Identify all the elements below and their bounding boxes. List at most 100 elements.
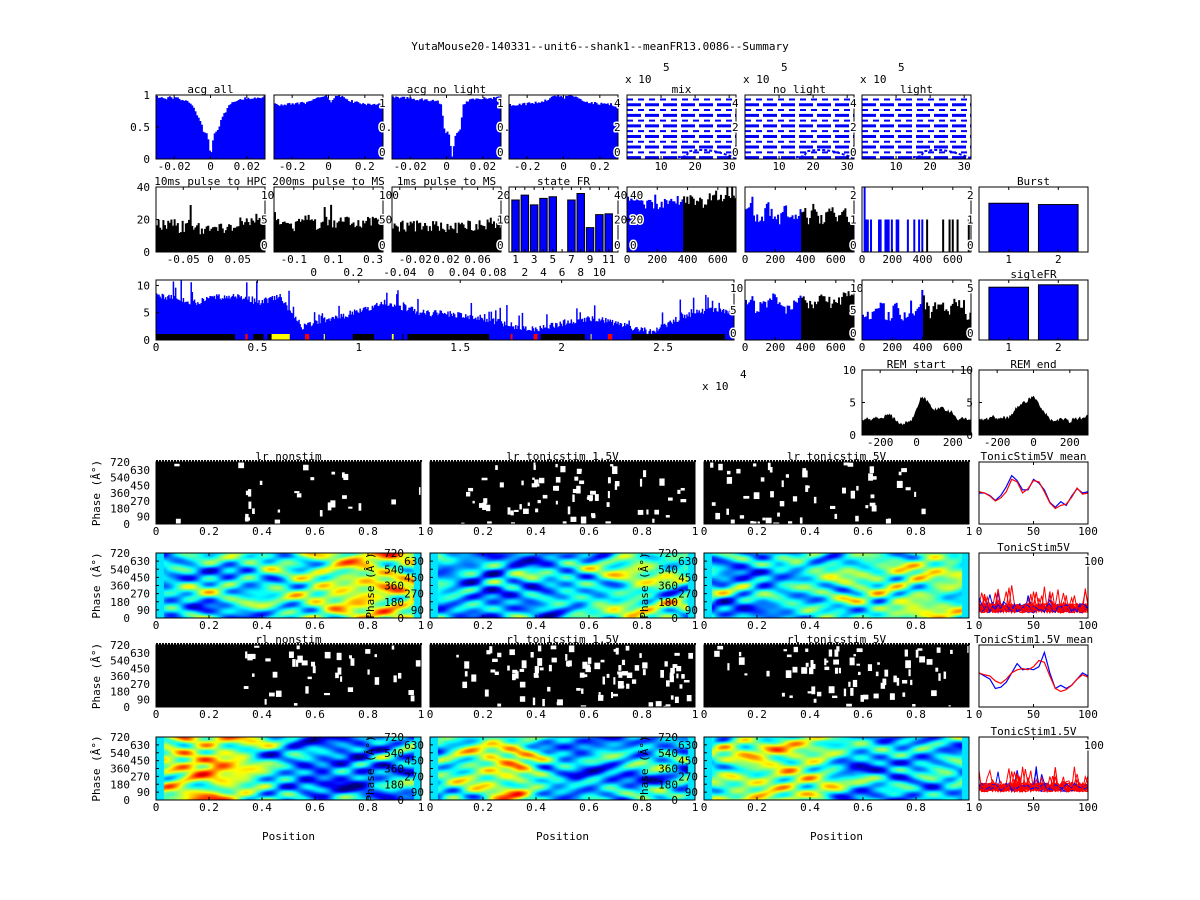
hist-bar bbox=[461, 317, 464, 340]
raster-spike bbox=[433, 460, 435, 462]
raster-gap bbox=[828, 649, 833, 657]
hist-bar bbox=[342, 97, 345, 159]
raster-spike bbox=[926, 643, 928, 645]
hist-bar bbox=[488, 98, 491, 159]
panel-title: TonicStim1.5V bbox=[990, 725, 1076, 738]
raster-spike bbox=[821, 643, 823, 645]
x-tick-label: 0.08 bbox=[480, 266, 507, 279]
y-tick-label: 270 bbox=[678, 588, 698, 601]
raster-spike bbox=[755, 643, 757, 645]
hist-bar bbox=[710, 307, 713, 340]
raster-spike bbox=[634, 643, 636, 645]
hist-bar bbox=[282, 105, 285, 159]
x-tick-label: 0 bbox=[427, 619, 434, 632]
hist-bar bbox=[596, 320, 598, 340]
hist-bar bbox=[391, 306, 394, 340]
raster-spike bbox=[896, 460, 898, 462]
x-tick-label: 30 bbox=[958, 160, 971, 173]
raster-gap bbox=[643, 470, 647, 478]
raster-gap bbox=[834, 513, 838, 519]
raster-gap bbox=[824, 666, 830, 671]
y-tick-label: 0 bbox=[397, 794, 404, 807]
raster-spike bbox=[664, 643, 666, 645]
hist-bar bbox=[512, 105, 515, 159]
hist-bar bbox=[767, 202, 770, 252]
hist-bar bbox=[762, 301, 765, 340]
raster-gap bbox=[297, 655, 303, 663]
raster-gap bbox=[870, 476, 877, 480]
hist-bar bbox=[244, 222, 247, 252]
x-tick-label: 0.8 bbox=[632, 708, 652, 721]
hist-bar bbox=[557, 95, 560, 159]
hist-bar bbox=[509, 103, 512, 159]
raster-spike bbox=[580, 643, 582, 645]
raster-spike bbox=[445, 460, 447, 462]
raster-spike bbox=[710, 643, 712, 645]
raster-gap bbox=[807, 691, 814, 694]
hist-bar bbox=[194, 111, 197, 159]
raster-spike bbox=[318, 643, 320, 645]
hist-bar bbox=[526, 102, 529, 159]
x-tick-label: -0.2 bbox=[514, 160, 541, 173]
heatmap-image bbox=[704, 737, 969, 800]
raster-gap bbox=[468, 487, 474, 492]
raster-spike bbox=[962, 643, 964, 645]
hist-bar bbox=[689, 316, 692, 340]
hist-bar bbox=[457, 222, 460, 252]
raster-gap bbox=[762, 517, 766, 521]
hist-bar bbox=[456, 317, 458, 340]
raster-gap bbox=[711, 502, 716, 506]
hist-bar bbox=[932, 306, 935, 340]
hist-bar bbox=[810, 304, 813, 340]
hist-bar bbox=[918, 219, 921, 252]
raster-spike bbox=[890, 460, 892, 462]
raster-gap bbox=[615, 647, 619, 655]
hist-bar bbox=[412, 310, 415, 340]
hist-bar bbox=[278, 224, 281, 252]
hist-bar bbox=[697, 312, 699, 340]
x-tick-label: 0 bbox=[701, 525, 708, 538]
x-tick-label: 7 bbox=[568, 253, 575, 266]
raster-gap bbox=[813, 496, 817, 504]
raster-gap bbox=[238, 462, 245, 469]
hist-bar bbox=[959, 307, 962, 340]
x-tick-label: 0.8 bbox=[906, 801, 926, 814]
raster-gap bbox=[626, 672, 633, 679]
raster-spike bbox=[490, 643, 492, 645]
hist-bar bbox=[748, 302, 751, 340]
hist-bar bbox=[371, 104, 374, 159]
hist-bar bbox=[401, 220, 404, 252]
hist-bar bbox=[582, 321, 585, 340]
x-tick-label: 0 bbox=[153, 801, 160, 814]
hist-bar bbox=[339, 318, 341, 340]
raster-spike bbox=[390, 460, 392, 462]
raster-spike bbox=[210, 643, 212, 645]
raster-gap bbox=[598, 694, 604, 701]
x-tick-label: -0.05 bbox=[167, 253, 200, 266]
raster-spike bbox=[860, 460, 862, 462]
hist-bar bbox=[334, 95, 337, 159]
hist-bar bbox=[433, 310, 436, 340]
hist-bar bbox=[698, 310, 700, 340]
raster-spike bbox=[667, 643, 669, 645]
hist-bar bbox=[293, 318, 296, 340]
hist-bar bbox=[159, 97, 162, 159]
panel-title: lr tonicstim 5V bbox=[787, 450, 887, 463]
hist-bar bbox=[373, 103, 376, 159]
bar bbox=[548, 196, 558, 252]
panel-title: light bbox=[900, 83, 933, 96]
hist-bar bbox=[587, 316, 589, 340]
hist-bar bbox=[412, 221, 415, 252]
raster-spike bbox=[306, 643, 308, 645]
raster-gap bbox=[793, 646, 799, 653]
y-tick-label: 630 bbox=[130, 464, 150, 477]
hist-bar bbox=[368, 103, 371, 159]
hist-bar bbox=[962, 300, 965, 340]
raster-spike bbox=[797, 460, 799, 462]
hist-bar bbox=[176, 97, 179, 159]
hist-bar bbox=[612, 325, 615, 340]
axes-box bbox=[861, 94, 972, 160]
hist-bar bbox=[845, 296, 848, 340]
heatmap-image bbox=[156, 553, 421, 618]
raster-spike bbox=[562, 643, 564, 645]
